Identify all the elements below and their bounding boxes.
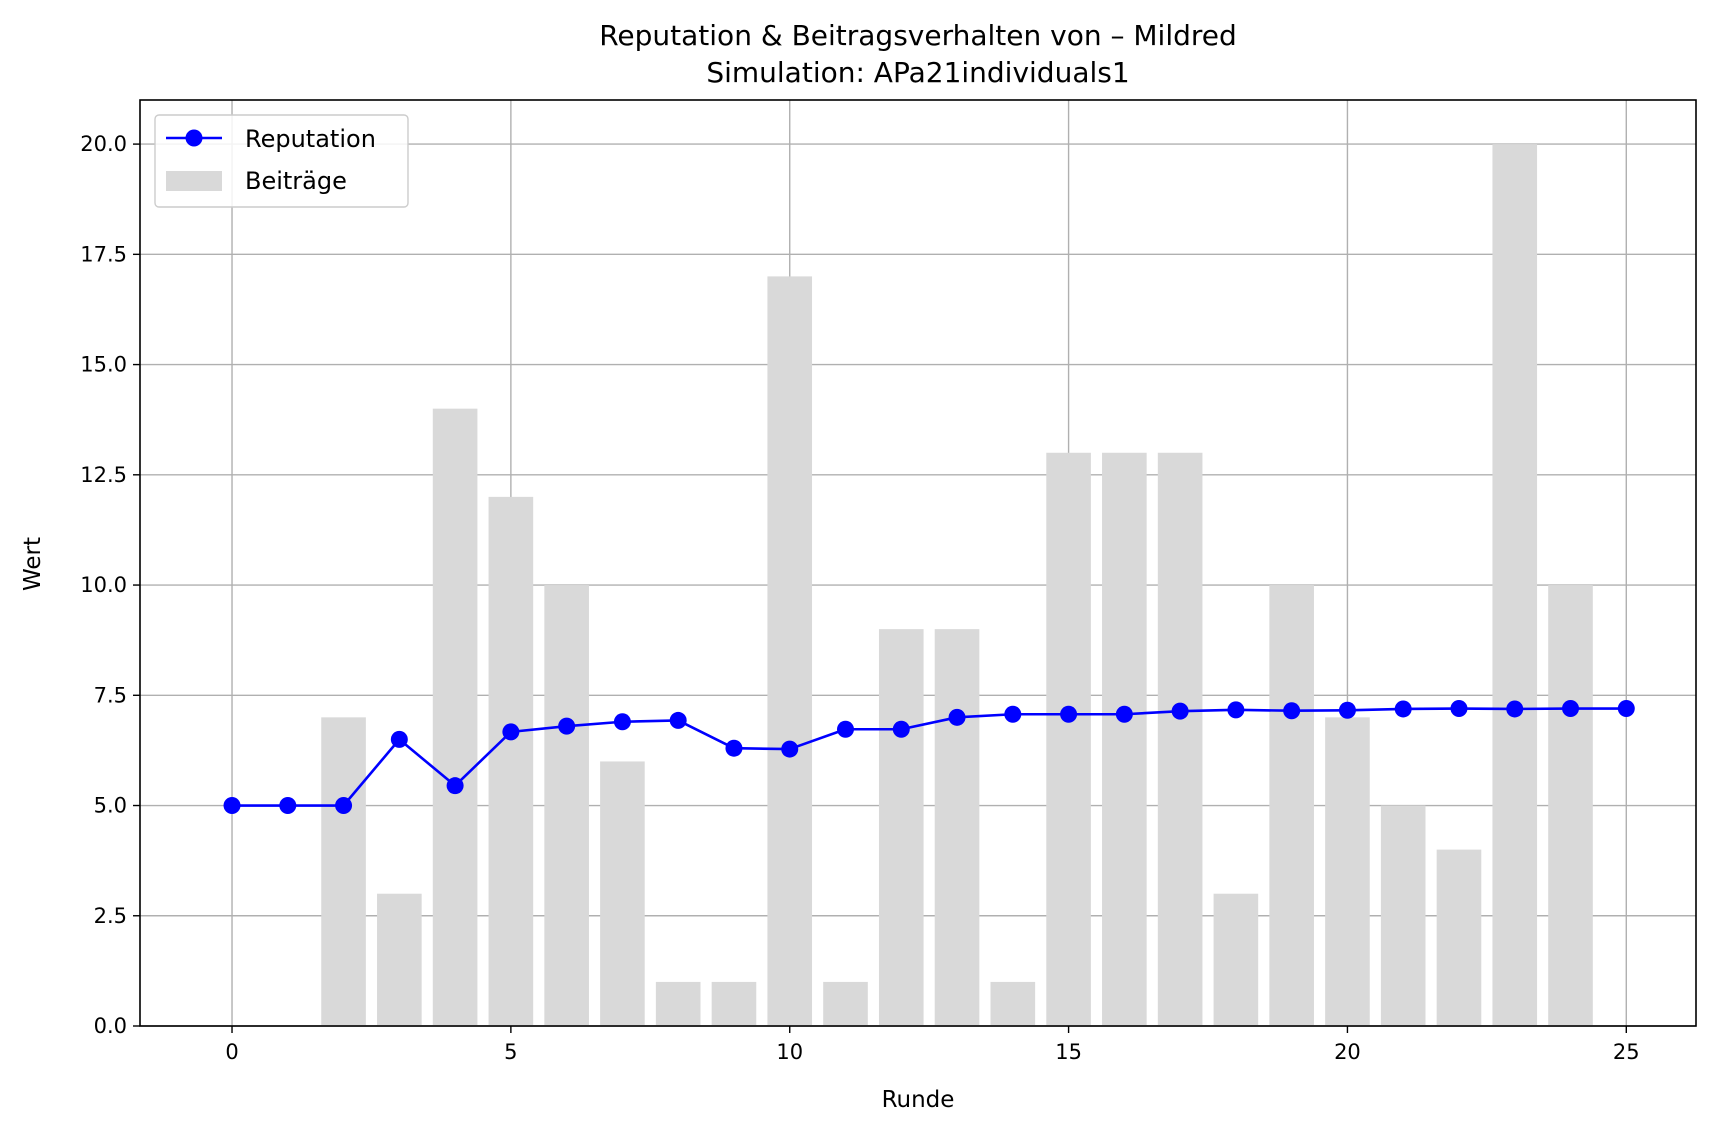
reputation-point-round-19 [1283, 702, 1301, 720]
reputation-point-round-17 [1171, 702, 1189, 720]
bar-beitraege-round-24 [1548, 585, 1593, 1026]
bar-beitraege-round-4 [432, 408, 478, 1027]
y-tick-label: 20.0 [80, 132, 127, 156]
reputation-point-round-21 [1394, 700, 1412, 718]
legend-label-beitraege: Beiträge [245, 167, 347, 195]
reputation-point-round-13 [948, 708, 966, 726]
reputation-point-round-16 [1115, 705, 1133, 723]
x-tick-label: 0 [225, 1040, 238, 1064]
bar-beitraege-round-3 [377, 893, 422, 1026]
bar-beitraege-round-23 [1492, 144, 1538, 1027]
x-tick-label: 5 [504, 1040, 517, 1064]
bar-series-beitraege [321, 144, 1593, 1027]
legend-marker-swatch [185, 129, 203, 147]
y-axis-ticks: 0.0 2.5 5.0 7.5 10.0 12.5 15.0 17.5 20.0 [80, 132, 140, 1038]
reputation-point-round-15 [1060, 705, 1078, 723]
reputation-point-round-1 [279, 797, 297, 815]
reputation-line [232, 707, 1627, 807]
reputation-point-round-6 [558, 717, 576, 735]
reputation-point-round-25 [1617, 700, 1635, 718]
bar-beitraege-round-14 [990, 981, 1036, 1026]
reputation-point-round-3 [390, 730, 408, 748]
bar-beitraege-round-12 [878, 629, 924, 1026]
x-tick-label: 15 [1055, 1040, 1082, 1064]
bar-beitraege-round-20 [1325, 717, 1370, 1026]
y-tick-label: 10.0 [80, 573, 127, 597]
reputation-point-round-2 [335, 797, 353, 815]
chart-subtitle: Simulation: APa21individuals1 [706, 56, 1129, 89]
y-tick-label: 15.0 [80, 353, 127, 377]
reputation-point-round-5 [502, 723, 520, 741]
x-tick-label: 25 [1613, 1040, 1640, 1064]
reputation-point-round-24 [1562, 700, 1580, 718]
reputation-point-round-11 [836, 720, 854, 738]
y-axis-label: Wert [20, 537, 46, 591]
bar-beitraege-round-15 [1046, 452, 1091, 1026]
legend: Reputation Beiträge [154, 114, 409, 208]
bar-beitraege-round-2 [321, 717, 366, 1026]
bar-beitraege-round-19 [1269, 585, 1314, 1026]
bar-beitraege-round-6 [544, 585, 589, 1026]
plot-frame [139, 99, 1697, 1027]
line-series-reputation [223, 700, 1635, 815]
x-tick-label: 10 [776, 1040, 803, 1064]
reputation-point-round-10 [781, 740, 799, 758]
chart-title: Reputation & Beitragsverhalten von – Mil… [599, 19, 1237, 52]
bar-beitraege-round-5 [488, 496, 534, 1026]
reputation-point-round-20 [1338, 701, 1356, 719]
reputation-point-round-14 [1004, 705, 1022, 723]
bar-beitraege-round-17 [1157, 452, 1203, 1026]
bar-beitraege-round-11 [823, 981, 868, 1026]
bar-beitraege-round-16 [1102, 452, 1147, 1026]
bar-beitraege-round-18 [1213, 893, 1259, 1026]
reputation-point-round-23 [1506, 700, 1524, 718]
legend-bar-swatch [166, 171, 222, 191]
bar-beitraege-round-10 [767, 276, 813, 1026]
reputation-point-round-0 [223, 797, 241, 815]
bar-beitraege-round-7 [600, 761, 645, 1026]
y-tick-label: 0.0 [94, 1014, 127, 1038]
reputation-point-round-8 [669, 711, 687, 729]
y-tick-label: 7.5 [94, 683, 127, 707]
bar-beitraege-round-8 [655, 981, 701, 1026]
x-tick-label: 20 [1334, 1040, 1361, 1064]
reputation-point-round-18 [1227, 701, 1245, 719]
reputation-point-round-22 [1450, 700, 1468, 718]
reputation-point-round-4 [446, 777, 464, 795]
y-tick-label: 5.0 [94, 794, 127, 818]
reputation-point-round-12 [892, 720, 910, 738]
bar-beitraege-round-13 [934, 629, 980, 1026]
y-tick-label: 12.5 [80, 463, 127, 487]
y-tick-label: 2.5 [94, 904, 127, 928]
legend-label-reputation: Reputation [245, 125, 376, 153]
bar-beitraege-round-22 [1436, 849, 1482, 1026]
bar-beitraege-round-21 [1380, 805, 1426, 1026]
bar-beitraege-round-9 [711, 981, 757, 1026]
y-tick-label: 17.5 [80, 242, 127, 266]
reputation-point-round-9 [725, 739, 743, 757]
x-axis-ticks: 0 5 10 15 20 25 [225, 1026, 1640, 1064]
x-axis-label: Runde [882, 1087, 955, 1113]
reputation-point-round-7 [613, 713, 631, 731]
